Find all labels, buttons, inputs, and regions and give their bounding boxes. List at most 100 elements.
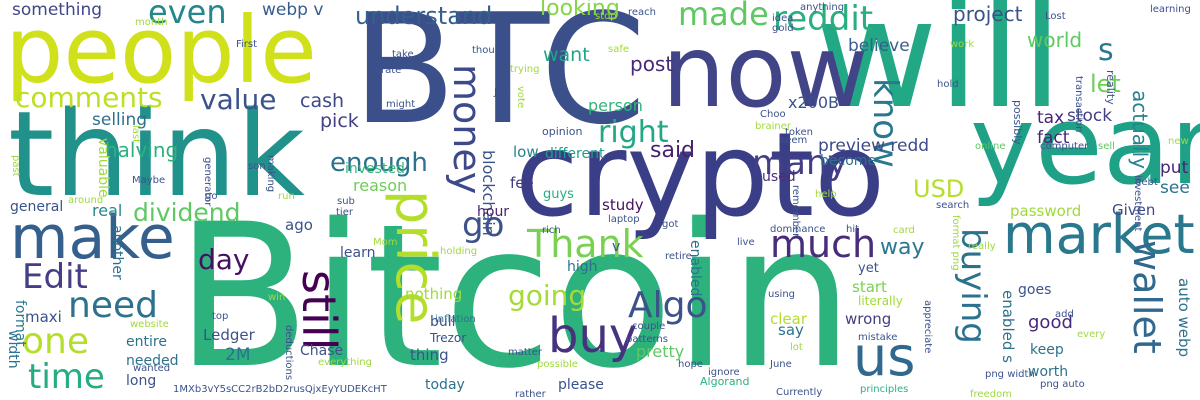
word: ago [285,216,313,234]
word: every [1077,329,1106,340]
word: many [752,143,848,183]
word: BTC [352,0,647,158]
word: holding [440,246,478,257]
word: cash [300,90,345,112]
word: appreciate [922,300,933,354]
word: made [678,0,769,33]
word: now [662,13,869,130]
word: couple [632,321,666,332]
word: patterns [626,334,668,345]
word: ignore [708,367,740,378]
word: yet [858,261,879,276]
word: value [200,83,277,116]
word: blockchain [479,150,498,236]
word: mistake [858,332,898,343]
word: sub [337,196,355,207]
word: long [126,373,157,389]
word: think [8,85,305,223]
word: dividend [133,198,241,227]
word: crypto [515,108,886,243]
word: rather [515,389,546,400]
word: fee [510,174,534,192]
word: price [384,190,447,325]
word: Lost [1045,11,1066,22]
word: year [970,81,1200,209]
word: First [236,39,258,50]
word: fact [1037,128,1070,148]
word: new [1168,136,1189,147]
word: brainer [755,121,791,132]
word: idea [772,13,794,24]
word: let [1090,70,1121,98]
word: rich [542,225,561,236]
word: June [770,359,792,370]
word: work [950,39,975,50]
word: online [975,141,1006,152]
word: people [5,0,317,104]
word: auto webp [1175,278,1193,358]
word: making [265,155,276,193]
word: looking [540,0,620,21]
word: study [602,196,644,214]
word: see [1160,178,1190,198]
word: something [12,0,103,20]
word: month [135,17,168,28]
word: put [1160,158,1189,178]
word: enabled s [999,290,1017,363]
word: son [248,161,266,172]
word: make [10,203,175,273]
word: high [567,259,598,275]
word: hour [477,204,510,220]
word: win [268,292,286,303]
word: even [148,0,227,31]
word: Bitcoin [175,181,854,400]
word: good [1028,312,1073,333]
word: seem [780,135,808,146]
word: maxi [25,308,62,326]
word: go [205,191,218,202]
word: reddit [773,0,874,39]
word: Currently [776,387,823,398]
word: Job [494,87,510,98]
word: anything [800,2,845,13]
word: said [650,138,696,163]
word: card [893,225,915,236]
word: transaction [1073,76,1084,133]
word: market [1003,203,1195,266]
word: hold [937,79,959,90]
word: x200B [788,93,839,112]
word: vote [515,86,526,109]
word: principles [860,384,909,395]
word: v [612,239,621,255]
word: way [880,235,925,260]
word: invested [345,161,405,177]
word: wrong [845,310,892,328]
word: Choo [760,109,786,120]
word: using [768,289,796,300]
word: laptop [608,214,640,225]
word: halving [105,138,179,162]
word: dominance [770,224,826,235]
word: selling [92,110,148,130]
word: take [392,49,414,60]
word: USD [913,175,965,203]
word: buy [548,308,638,364]
word: understand [355,2,493,30]
word: Algorand [700,375,750,388]
word: Mom [373,237,398,248]
word: possibly [1011,100,1024,145]
word: learning [1150,4,1191,15]
word: learn [340,245,376,261]
word: everything [318,357,372,368]
word: still [292,270,346,351]
word: wallet [1125,240,1169,354]
word: might [386,99,416,110]
word: png auto [1040,379,1085,390]
word: enabled [687,240,703,297]
word: going [508,279,587,312]
word: really [968,241,996,252]
word: pick [320,110,359,132]
word: worth [1028,364,1069,380]
word: need [68,285,158,326]
